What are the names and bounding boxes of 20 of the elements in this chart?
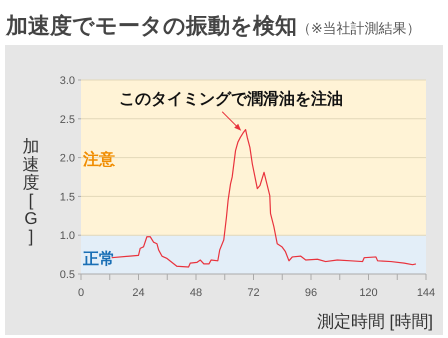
x-tick-label: 0 [78, 287, 84, 299]
x-tick-label: 72 [247, 287, 260, 299]
y-axis-title: 加速度[G] [22, 137, 40, 246]
band-label: 注意 [82, 150, 116, 169]
x-tick-label: 96 [304, 287, 318, 299]
x-tick-label: 120 [359, 287, 378, 299]
x-tick-label: 144 [416, 287, 436, 299]
y-tick-label: 2.5 [60, 114, 75, 126]
y-tick-label: 0.5 [60, 269, 75, 281]
chart-title: 加速度でモータの振動を検知 [5, 13, 297, 38]
y-tick-label: 3.0 [60, 75, 75, 87]
x-axis-title: 測定時間 [時間] [316, 312, 433, 331]
y-tick-label: 1.0 [60, 230, 75, 242]
y-tick-label: 1.5 [60, 191, 75, 204]
chart-subtitle: （※当社計測結果） [297, 20, 421, 36]
x-tick-label: 24 [132, 287, 145, 299]
annotation: このタイミングで潤滑油を注油 [119, 90, 344, 108]
band-label: 正常 [82, 250, 115, 268]
x-tick-label: 48 [190, 287, 202, 299]
y-tick-label: 2.0 [60, 152, 75, 165]
